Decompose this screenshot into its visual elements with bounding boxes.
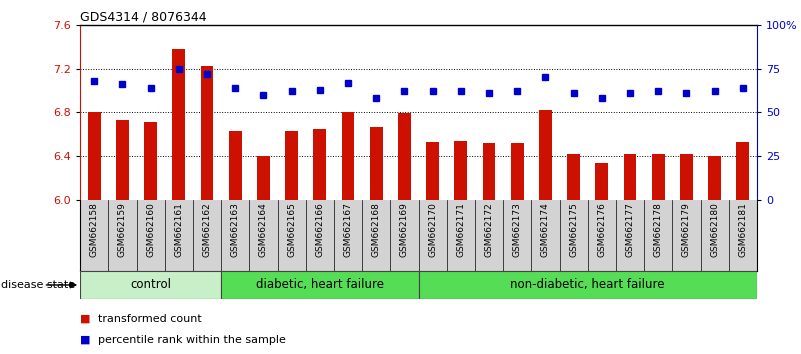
Bar: [172, 49, 185, 200]
Bar: [285, 131, 298, 200]
Text: ■: ■: [80, 314, 91, 324]
Bar: [567, 154, 580, 200]
Text: GSM662161: GSM662161: [175, 202, 183, 257]
Text: GSM662181: GSM662181: [739, 202, 747, 257]
Text: GSM662166: GSM662166: [316, 202, 324, 257]
Bar: [398, 114, 411, 200]
FancyBboxPatch shape: [418, 271, 757, 299]
Text: GSM662168: GSM662168: [372, 202, 380, 257]
Text: GSM662159: GSM662159: [118, 202, 127, 257]
Bar: [229, 131, 242, 200]
Bar: [257, 156, 270, 200]
Bar: [736, 142, 749, 200]
Text: transformed count: transformed count: [98, 314, 202, 324]
Text: GSM662180: GSM662180: [710, 202, 719, 257]
Text: GSM662175: GSM662175: [570, 202, 578, 257]
Bar: [201, 67, 213, 200]
Bar: [313, 129, 326, 200]
Text: GSM662169: GSM662169: [400, 202, 409, 257]
Text: GSM662158: GSM662158: [90, 202, 99, 257]
Text: non-diabetic, heart failure: non-diabetic, heart failure: [510, 279, 665, 291]
Text: GSM662172: GSM662172: [485, 202, 493, 257]
Bar: [483, 143, 495, 200]
Text: disease state: disease state: [1, 280, 75, 290]
Bar: [511, 143, 524, 200]
Text: GSM662173: GSM662173: [513, 202, 521, 257]
Bar: [680, 154, 693, 200]
Bar: [144, 122, 157, 200]
Bar: [708, 156, 721, 200]
Bar: [539, 110, 552, 200]
Text: GSM662165: GSM662165: [287, 202, 296, 257]
Text: diabetic, heart failure: diabetic, heart failure: [256, 279, 384, 291]
Text: control: control: [130, 279, 171, 291]
Bar: [454, 141, 467, 200]
Text: GSM662179: GSM662179: [682, 202, 691, 257]
Text: GSM662171: GSM662171: [457, 202, 465, 257]
Bar: [342, 113, 354, 200]
Bar: [624, 154, 636, 200]
Text: GSM662178: GSM662178: [654, 202, 662, 257]
Text: GSM662177: GSM662177: [626, 202, 634, 257]
Text: GSM662160: GSM662160: [146, 202, 155, 257]
Text: GSM662167: GSM662167: [344, 202, 352, 257]
Bar: [370, 127, 383, 200]
Bar: [595, 163, 608, 200]
Bar: [652, 154, 665, 200]
Text: percentile rank within the sample: percentile rank within the sample: [98, 335, 286, 345]
Bar: [116, 120, 129, 200]
Text: GSM662164: GSM662164: [259, 202, 268, 257]
Bar: [88, 113, 101, 200]
Text: ■: ■: [80, 335, 91, 345]
FancyBboxPatch shape: [80, 271, 221, 299]
Text: GSM662162: GSM662162: [203, 202, 211, 257]
Text: GSM662174: GSM662174: [541, 202, 550, 257]
FancyBboxPatch shape: [221, 271, 418, 299]
Text: GSM662170: GSM662170: [428, 202, 437, 257]
Bar: [426, 142, 439, 200]
Text: GDS4314 / 8076344: GDS4314 / 8076344: [80, 11, 207, 24]
Text: GSM662163: GSM662163: [231, 202, 239, 257]
Text: GSM662176: GSM662176: [598, 202, 606, 257]
